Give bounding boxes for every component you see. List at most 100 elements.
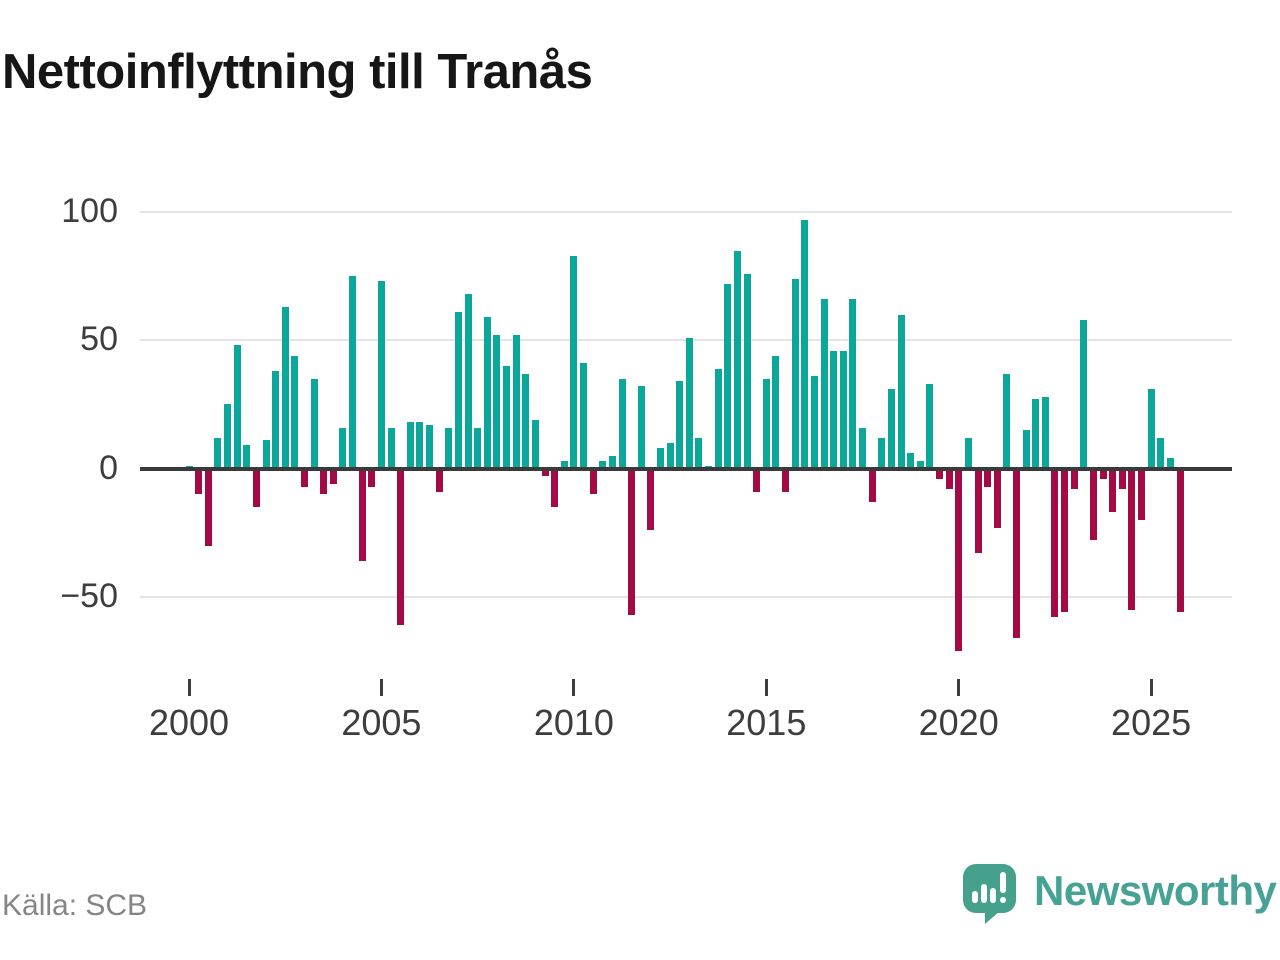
bar-2002-Q4 bbox=[291, 355, 299, 469]
x-tick-2025 bbox=[1149, 679, 1153, 696]
bar-2013-Q4 bbox=[714, 368, 722, 469]
newsworthy-logo: Newsworthy bbox=[963, 864, 1280, 934]
bar-2003-Q2 bbox=[310, 378, 318, 469]
bar-2023-Q3 bbox=[1089, 468, 1097, 541]
bar-2025-Q3 bbox=[1166, 458, 1174, 469]
bar-2025-Q1 bbox=[1147, 389, 1155, 469]
bar-2010-Q1 bbox=[570, 255, 578, 469]
bar-2018-Q2 bbox=[887, 389, 895, 469]
bar-2018-Q3 bbox=[897, 314, 905, 469]
bar-2006-Q1 bbox=[416, 422, 424, 469]
bar-2008-Q1 bbox=[493, 335, 501, 469]
logo-exclamation-dot-icon bbox=[1000, 897, 1006, 903]
x-tick-2015 bbox=[764, 679, 768, 696]
bar-2013-Q2 bbox=[695, 437, 703, 469]
bar-2000-Q4 bbox=[214, 437, 222, 469]
bar-2010-Q3 bbox=[589, 468, 597, 495]
x-axis-label-2020: 2020 bbox=[918, 702, 999, 743]
bar-2000-Q2 bbox=[195, 468, 203, 495]
bar-2025-Q4 bbox=[1176, 468, 1184, 613]
bar-2022-Q4 bbox=[1061, 468, 1068, 613]
bar-2006-Q2 bbox=[426, 424, 433, 469]
bar-2018-Q4 bbox=[907, 453, 915, 469]
bar-2000-Q3 bbox=[204, 468, 212, 546]
bar-2024-Q3 bbox=[1128, 468, 1136, 610]
logo-mini-bar-icon bbox=[981, 884, 987, 903]
bar-2014-Q4 bbox=[753, 468, 761, 492]
bar-2011-Q1 bbox=[608, 455, 616, 469]
bar-2021-Q3 bbox=[1012, 468, 1020, 638]
x-axis-label-2005: 2005 bbox=[341, 702, 422, 743]
bar-2001-Q4 bbox=[252, 468, 260, 507]
bar-2004-Q2 bbox=[349, 276, 357, 469]
bar-2001-Q3 bbox=[243, 445, 251, 469]
bar-2004-Q1 bbox=[339, 427, 347, 469]
bar-2014-Q3 bbox=[743, 273, 751, 469]
bar-2004-Q3 bbox=[358, 468, 366, 561]
y-axis-label: 50 bbox=[80, 320, 118, 359]
bar-2023-Q4 bbox=[1099, 468, 1107, 479]
bar-2017-Q3 bbox=[859, 427, 866, 469]
bar-2020-Q3 bbox=[974, 468, 982, 554]
bar-2012-Q3 bbox=[666, 442, 674, 469]
bar-2008-Q3 bbox=[512, 335, 520, 469]
bar-2014-Q2 bbox=[733, 250, 741, 469]
bar-2007-Q1 bbox=[454, 312, 462, 469]
bar-2022-Q1 bbox=[1032, 399, 1040, 469]
chart-title: Nettoinflyttning till Tranås bbox=[2, 45, 593, 99]
bar-2010-Q2 bbox=[580, 363, 587, 469]
bar-2002-Q2 bbox=[272, 371, 280, 469]
bar-2004-Q4 bbox=[368, 468, 376, 487]
source-note: Källa: SCB bbox=[2, 889, 148, 922]
bar-2006-Q4 bbox=[445, 427, 453, 469]
logo-mini-bar-icon bbox=[972, 891, 978, 903]
bar-2023-Q2 bbox=[1080, 319, 1088, 469]
bar-2017-Q4 bbox=[868, 468, 876, 502]
bar-2008-Q2 bbox=[503, 365, 510, 469]
bar-2007-Q3 bbox=[474, 427, 482, 469]
bar-2019-Q3 bbox=[936, 468, 943, 479]
bar-2025-Q2 bbox=[1157, 437, 1165, 469]
bar-2003-Q1 bbox=[301, 468, 308, 487]
bar-2008-Q4 bbox=[522, 373, 530, 469]
logo-speech-bubble-icon bbox=[963, 864, 1016, 913]
bar-2001-Q1 bbox=[224, 404, 231, 469]
bar-2005-Q1 bbox=[377, 281, 385, 469]
bar-2020-Q1 bbox=[955, 468, 963, 651]
bar-2016-Q3 bbox=[820, 299, 828, 469]
bar-2003-Q3 bbox=[320, 468, 328, 495]
bar-2016-Q1 bbox=[801, 219, 809, 469]
bar-2017-Q2 bbox=[849, 299, 857, 469]
logo-mini-bar-icon bbox=[990, 888, 996, 903]
bar-2002-Q1 bbox=[262, 440, 270, 469]
x-axis-label-2000: 2000 bbox=[148, 702, 230, 743]
bar-2005-Q2 bbox=[387, 427, 395, 469]
bar-2017-Q1 bbox=[839, 350, 847, 469]
x-axis-label-2010: 2010 bbox=[533, 702, 614, 743]
bar-2012-Q2 bbox=[656, 448, 664, 469]
bar-2015-Q1 bbox=[762, 378, 770, 469]
bar-2021-Q2 bbox=[1003, 373, 1011, 469]
x-axis-zero-line bbox=[140, 466, 1232, 471]
x-tick-2000 bbox=[187, 679, 191, 696]
bar-2003-Q4 bbox=[329, 468, 337, 484]
logo-exclamation-icon bbox=[1000, 872, 1006, 893]
bar-2019-Q4 bbox=[945, 468, 953, 489]
y-axis-label: 100 bbox=[61, 192, 118, 230]
x-tick-2005 bbox=[379, 679, 383, 696]
bar-2015-Q2 bbox=[772, 355, 780, 469]
x-tick-2020 bbox=[957, 679, 961, 696]
bar-2024-Q4 bbox=[1138, 468, 1145, 520]
bar-2009-Q4 bbox=[560, 460, 568, 469]
bar-2006-Q3 bbox=[435, 468, 443, 492]
bar-2015-Q3 bbox=[782, 468, 789, 492]
bar-2007-Q2 bbox=[464, 294, 472, 469]
bar-2007-Q4 bbox=[483, 317, 491, 469]
y-axis-label: −50 bbox=[60, 576, 118, 615]
bar-2012-Q1 bbox=[647, 468, 655, 531]
bar-2011-Q3 bbox=[628, 468, 636, 615]
bar-2015-Q4 bbox=[791, 278, 799, 469]
x-axis-label-2015: 2015 bbox=[726, 702, 807, 743]
bar-2024-Q1 bbox=[1109, 468, 1117, 513]
